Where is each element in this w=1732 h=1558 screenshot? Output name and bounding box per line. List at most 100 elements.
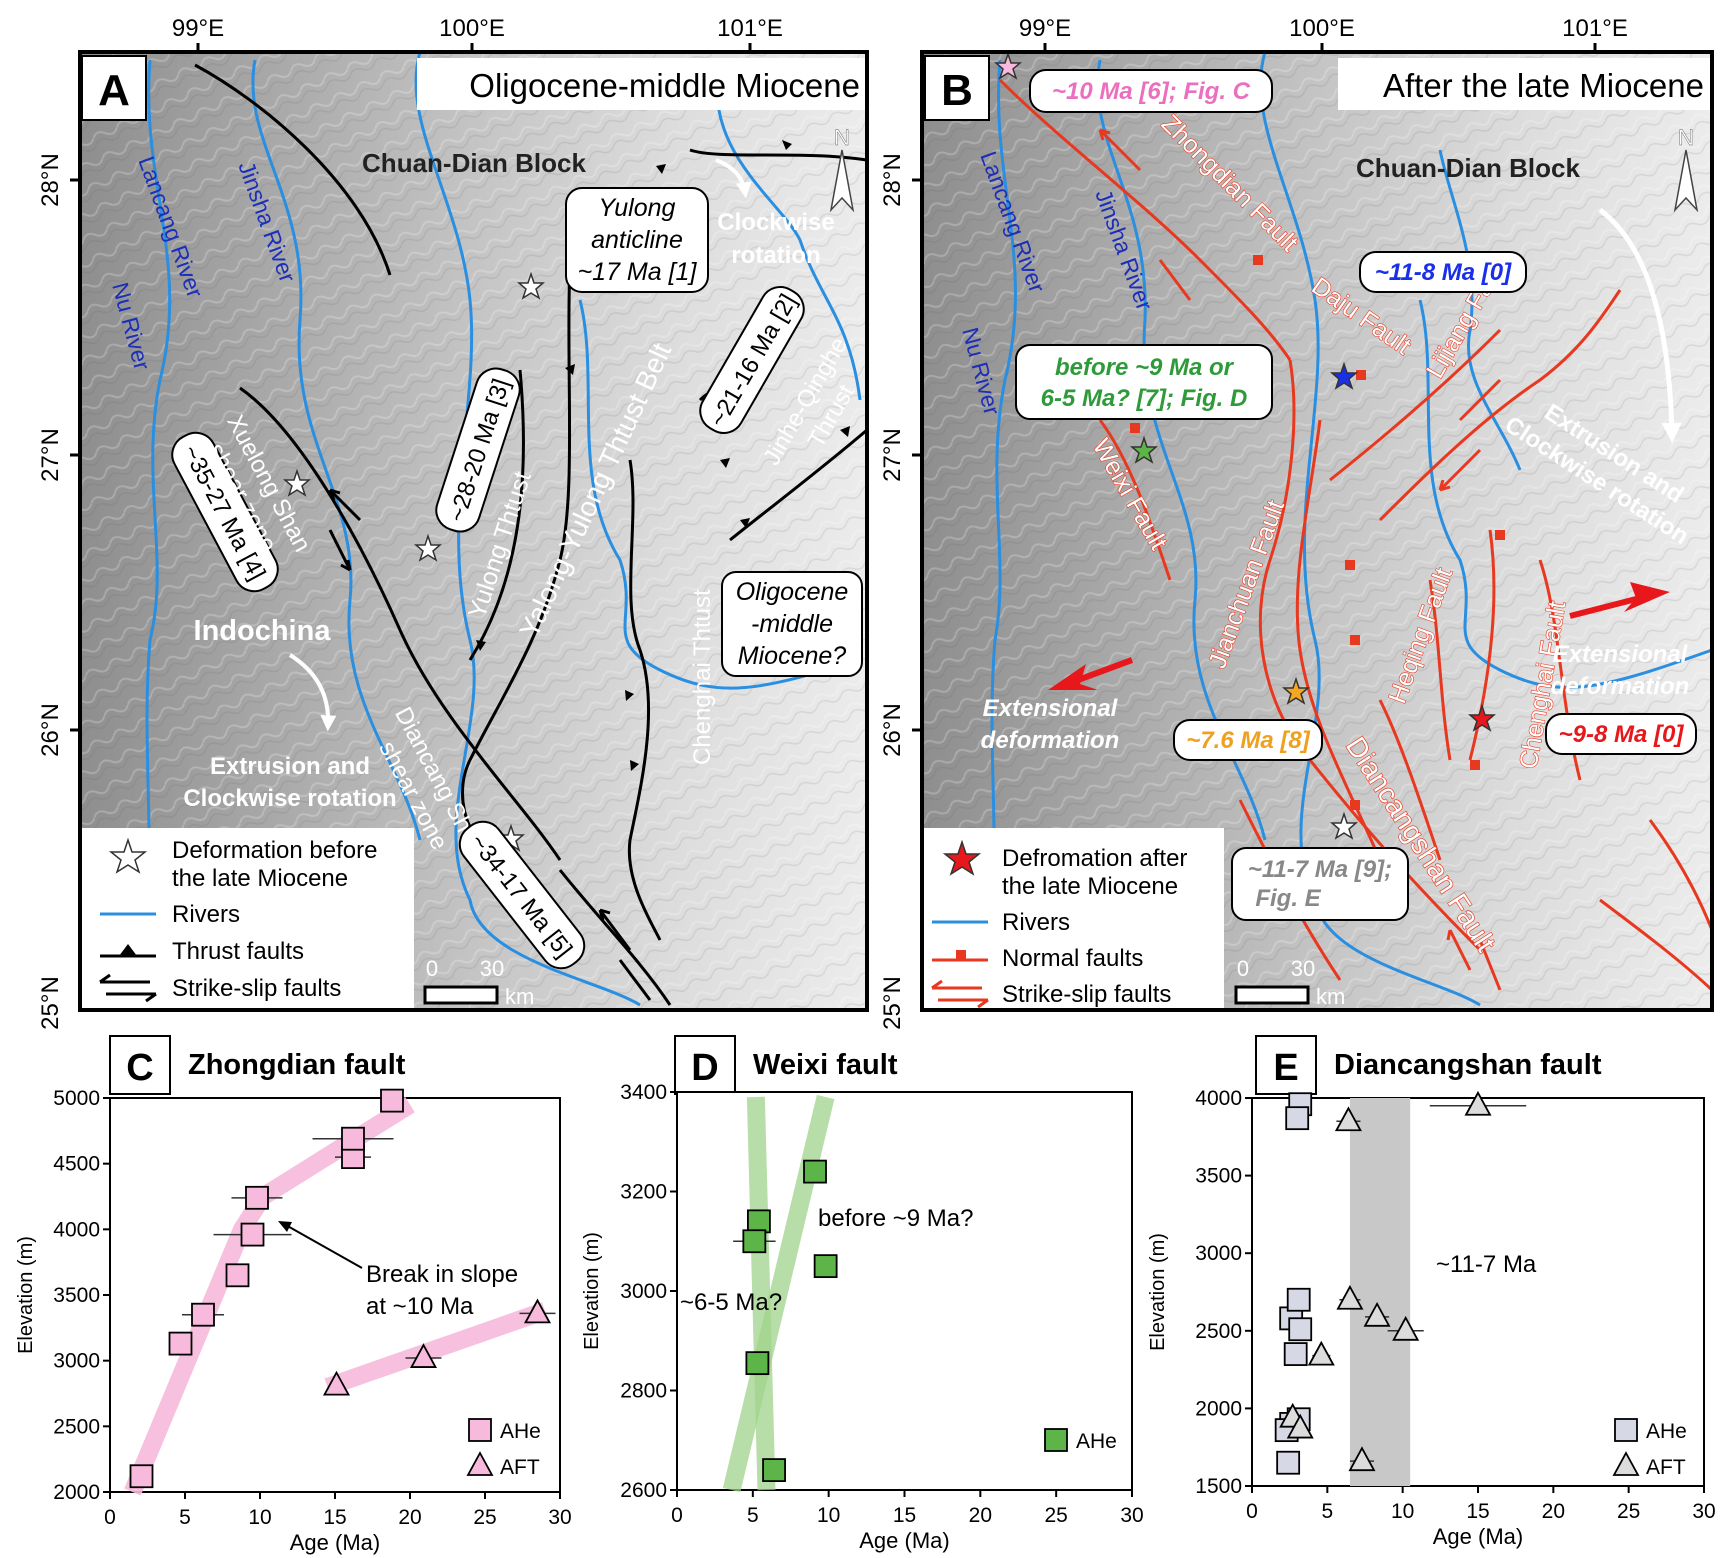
- panel-a-thrust-teeth: [476, 140, 850, 771]
- svg-text:N: N: [1678, 125, 1694, 150]
- legend-label: AFT: [500, 1456, 540, 1479]
- svg-text:km: km: [505, 984, 534, 1009]
- svg-text:25°N: 25°N: [879, 976, 906, 1030]
- svg-text:Oligocene: Oligocene: [736, 578, 849, 606]
- svg-text:-middle: -middle: [751, 610, 833, 638]
- x-tick-label: 15: [893, 1504, 916, 1527]
- panel-a-map: [80, 51, 868, 1010]
- data-point-ahe: [245, 1185, 269, 1210]
- y-tick-label: 3000: [53, 1350, 100, 1373]
- star-pink: [993, 51, 1023, 80]
- annotation-arrow: [283, 1223, 363, 1269]
- svg-text:0: 0: [1237, 956, 1249, 981]
- x-tick-label: 25: [1617, 1500, 1640, 1523]
- panel-b-axis-labels: 99°E 100°E 101°E 28°N 27°N 26°N 25°N: [879, 15, 1628, 1030]
- y-tick-label: 2600: [620, 1479, 667, 1502]
- x-tick-label: 10: [248, 1506, 271, 1529]
- star-gray: [1329, 811, 1359, 840]
- y-axis-label: Elevation (m): [15, 1236, 37, 1354]
- y-tick-label: 3400: [620, 1081, 667, 1104]
- svg-text:30: 30: [480, 956, 504, 981]
- trend-line-0: [124, 1096, 415, 1496]
- legend-star-icon: [108, 837, 148, 874]
- chart-title: Zhongdian fault: [188, 1049, 406, 1081]
- panel-b-title: After the late Miocene: [1383, 67, 1704, 104]
- data-point-aft: [322, 1370, 351, 1396]
- panel-a-title: Oligocene-middle Miocene: [469, 67, 860, 104]
- x-tick-label: 25: [473, 1506, 496, 1529]
- break-in-slope-label: at ~10 Ma: [366, 1293, 474, 1320]
- data-point-ahe: [380, 1088, 404, 1113]
- legend-triangle-icon: [1612, 1451, 1640, 1476]
- panel-letter: C: [126, 1047, 153, 1089]
- panel-b-big-arrows: [1048, 207, 1682, 690]
- data-point-aft: [1307, 1340, 1335, 1366]
- age-range-label: ~11-7 Ma: [1436, 1251, 1537, 1278]
- data-point-ahe: [1276, 1450, 1301, 1475]
- x-tick-label: 20: [1542, 1500, 1565, 1523]
- svg-text:Normal faults: Normal faults: [1002, 945, 1143, 972]
- data-point-ahe: [1285, 1106, 1310, 1131]
- svg-text:~17 Ma [1]: ~17 Ma [1]: [578, 258, 698, 286]
- svg-text:rotation: rotation: [731, 242, 820, 269]
- y-tick-label: 3200: [620, 1181, 667, 1204]
- svg-text:100°E: 100°E: [1289, 15, 1355, 42]
- data-point-aft: [1464, 1090, 1492, 1116]
- panel-letter: D: [691, 1047, 718, 1089]
- legend-red-strike-slip-icon: [931, 979, 989, 1009]
- panel-letter-box: [109, 1035, 171, 1095]
- data-point-ahe: [762, 1458, 786, 1482]
- y-tick-label: 4500: [53, 1153, 100, 1176]
- y-tick-label: 2500: [1195, 1320, 1242, 1343]
- data-point-ahe: [129, 1464, 154, 1489]
- svg-text:25°N: 25°N: [37, 976, 64, 1030]
- star-orange: [1281, 676, 1311, 705]
- data-point-aft: [1336, 1284, 1364, 1310]
- x-tick-label: 10: [1391, 1500, 1414, 1523]
- x-tick-label: 30: [1120, 1504, 1143, 1527]
- legend-label: AFT: [1646, 1456, 1686, 1479]
- data-point-aft: [1286, 1413, 1314, 1439]
- x-tick-label: 30: [548, 1506, 571, 1529]
- y-tick-label: 3500: [53, 1284, 100, 1307]
- chart-title: Weixi fault: [753, 1049, 898, 1081]
- x-tick-label: 20: [969, 1504, 992, 1527]
- y-tick-label: 2000: [53, 1481, 100, 1504]
- legend-triangle-icon: [466, 1451, 494, 1476]
- legend-square-icon: [468, 1418, 492, 1442]
- scale-bar-a: [423, 985, 499, 1005]
- data-point-ahe: [225, 1263, 250, 1288]
- x-axis-label: Age (Ma): [290, 1530, 380, 1555]
- legend-square-icon: [1614, 1418, 1638, 1442]
- legend-thrust-icon: [119, 944, 137, 956]
- pink-age-label: ~10 Ma [6]; Fig. C: [1052, 78, 1251, 105]
- star-diancang-west: [413, 533, 443, 562]
- svg-text:28°N: 28°N: [37, 153, 64, 207]
- svg-text:26°N: 26°N: [879, 703, 906, 757]
- svg-text:Extensional: Extensional: [983, 695, 1119, 722]
- x-tick-label: 15: [1466, 1500, 1489, 1523]
- panel-letter: E: [1273, 1047, 1298, 1089]
- svg-text:Deformation before: Deformation before: [172, 837, 377, 864]
- svg-text:Extrusion and: Extrusion and: [210, 753, 370, 780]
- indochina-label: Indochina: [194, 615, 332, 647]
- svg-text:0: 0: [426, 956, 438, 981]
- data-point-ahe: [742, 1229, 767, 1254]
- x-tick-label: 5: [179, 1506, 191, 1529]
- svg-text:anticline: anticline: [591, 226, 683, 254]
- svg-text:27°N: 27°N: [37, 428, 64, 482]
- chart-e: E Diancangshan fault 0 5 10 15 20 25 30 1500 2000 2…: [1147, 1035, 1716, 1549]
- data-point-ahe: [813, 1254, 838, 1279]
- svg-text:Thrust faults: Thrust faults: [172, 938, 304, 965]
- panel-letter-box: [1255, 1035, 1317, 1095]
- chenghai-thrust-label: Chenghai Thtust: [689, 589, 716, 765]
- chart-c: C Zhongdian fault 0 5 10 15 20 25 30 2000 2500 3000…: [15, 1035, 572, 1555]
- svg-text:100°E: 100°E: [439, 15, 505, 42]
- panel-a-white-arrows: [288, 158, 752, 732]
- svg-text:101°E: 101°E: [717, 15, 783, 42]
- legend-normal-fault-icon: [956, 950, 966, 960]
- y-axis-label: Elevation (m): [1147, 1233, 1169, 1351]
- trend-line-1: [324, 1302, 548, 1396]
- svg-text:the late Miocene: the late Miocene: [172, 865, 348, 892]
